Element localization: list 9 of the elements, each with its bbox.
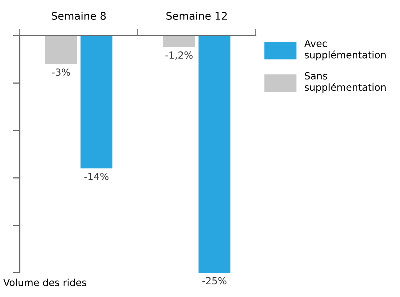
x-tick-label: Semaine 8 [52,12,106,20]
data-label: -1,2% [166,52,193,60]
x-tick-label: Semaine 12 [166,12,227,20]
data-label: -25% [202,277,227,285]
y-axis-title: Volume des rides [4,278,86,286]
legend-label: Sans supplémentation [304,72,386,94]
data-label: -3% [52,68,70,76]
data-label: -14% [84,173,109,180]
legend-label: Avec supplémentation [304,40,386,61]
